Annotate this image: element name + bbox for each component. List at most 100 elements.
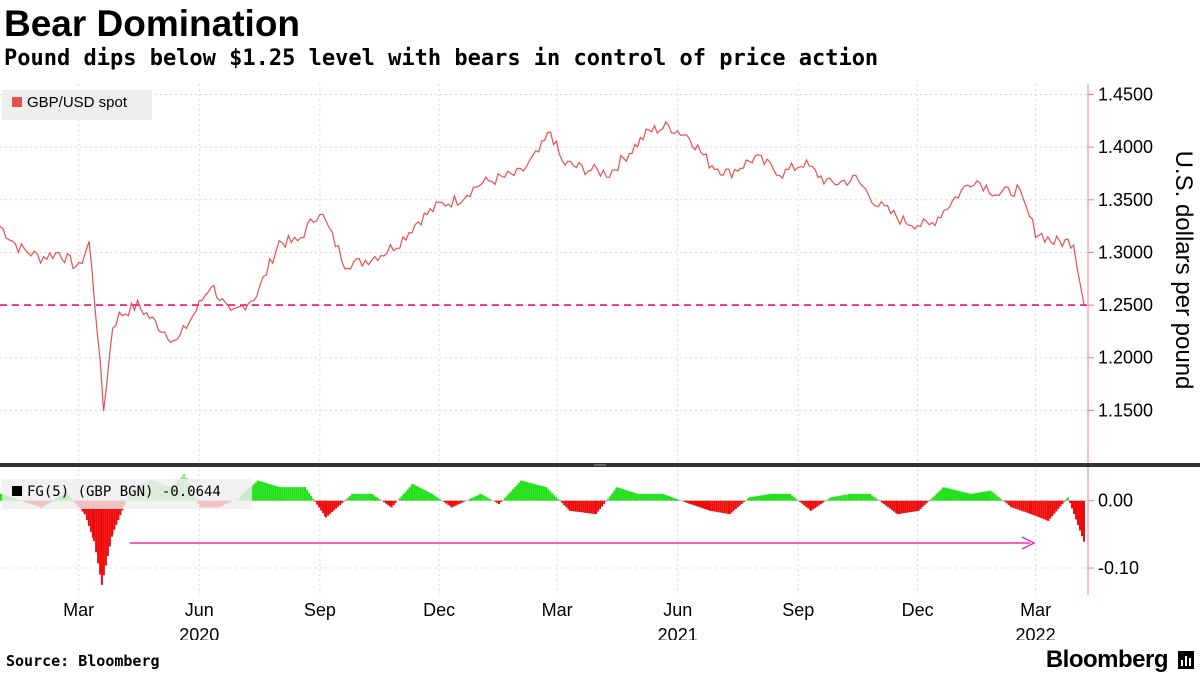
fg-bar bbox=[462, 500, 465, 502]
fg-bar bbox=[939, 490, 942, 501]
fg-bar bbox=[641, 493, 644, 501]
fg-bar bbox=[423, 490, 426, 501]
fg-bar bbox=[824, 500, 827, 502]
fg-bar bbox=[820, 500, 823, 504]
fg-bar bbox=[914, 500, 917, 512]
fg-bar bbox=[341, 500, 344, 504]
fg-bar bbox=[760, 495, 763, 501]
fg-bar bbox=[329, 500, 332, 514]
fg-bar bbox=[85, 500, 88, 520]
fg-bar bbox=[613, 491, 616, 501]
fg-bar bbox=[877, 499, 880, 501]
fg-bar bbox=[999, 498, 1002, 501]
legend-box-price bbox=[2, 90, 152, 120]
fg-bar bbox=[935, 493, 938, 501]
fg-bar bbox=[578, 500, 581, 513]
fg-bar bbox=[643, 493, 646, 501]
fg-bar bbox=[252, 484, 255, 501]
fg-bar bbox=[1001, 500, 1004, 501]
fg-bar bbox=[750, 497, 753, 501]
fg-bar bbox=[966, 493, 969, 501]
y-tick-label: 1.3000 bbox=[1098, 242, 1153, 262]
fg-bar bbox=[518, 482, 521, 501]
fg-bar bbox=[773, 493, 776, 501]
fg-bar bbox=[829, 497, 832, 501]
bloomberg-terminal-icon bbox=[1178, 651, 1194, 669]
fg-bar bbox=[468, 499, 471, 501]
fg-bar bbox=[413, 484, 416, 501]
fg-bar bbox=[534, 484, 537, 501]
fg-bar bbox=[843, 494, 846, 501]
fg-bar bbox=[865, 493, 868, 501]
fg-bar bbox=[551, 493, 554, 501]
fg-bar bbox=[777, 493, 780, 501]
fg-bar bbox=[115, 500, 118, 525]
y-tick-label: 1.2000 bbox=[1098, 348, 1153, 368]
fg-bar bbox=[863, 493, 866, 501]
fg-bar bbox=[89, 500, 92, 532]
fg-bar bbox=[87, 500, 90, 526]
source-note: Source: Bloomberg bbox=[6, 652, 160, 670]
fg-bar bbox=[408, 487, 411, 501]
fg-bar bbox=[917, 500, 920, 511]
fg-bar bbox=[406, 489, 409, 501]
fg-bar bbox=[487, 498, 490, 501]
fg-bar bbox=[1005, 500, 1008, 504]
fg-bar bbox=[308, 493, 311, 501]
fg-bar bbox=[601, 500, 604, 507]
fg-bar bbox=[754, 496, 757, 501]
fg-bar bbox=[857, 493, 860, 501]
fg-bar bbox=[285, 487, 288, 501]
fg-bar bbox=[657, 493, 660, 501]
fg-bar bbox=[946, 488, 949, 501]
y-tick-label: -0.10 bbox=[1098, 558, 1139, 578]
fg-bar bbox=[458, 500, 461, 504]
fg-bar bbox=[595, 500, 598, 515]
fg-bar bbox=[986, 491, 988, 501]
legend-swatch-price bbox=[12, 97, 22, 107]
fg-bar bbox=[479, 493, 482, 501]
x-year-label: 2021 bbox=[658, 625, 698, 640]
fg-bar bbox=[312, 498, 315, 501]
fg-bar bbox=[873, 496, 876, 501]
fg-bar bbox=[668, 496, 670, 501]
fg-bar bbox=[1014, 500, 1017, 509]
fg-bar bbox=[1046, 500, 1049, 521]
fg-bar bbox=[1055, 500, 1058, 512]
fg-bar bbox=[489, 499, 492, 501]
fg-bar bbox=[803, 500, 806, 506]
fg-bar bbox=[450, 500, 453, 508]
fg-bar bbox=[799, 500, 802, 502]
fg-bar bbox=[460, 500, 463, 503]
fg-bar bbox=[495, 500, 498, 503]
fg-bar bbox=[301, 487, 304, 501]
fg-bar bbox=[707, 500, 710, 511]
fg-bar bbox=[106, 500, 109, 556]
fg-bar bbox=[276, 486, 279, 501]
fg-bar bbox=[320, 500, 323, 511]
fg-bar bbox=[713, 500, 716, 512]
fg-bar bbox=[989, 490, 992, 501]
fg-bar bbox=[1040, 500, 1043, 519]
fg-bar bbox=[466, 499, 469, 501]
fg-bar bbox=[1032, 500, 1035, 515]
y-tick-label: 1.4000 bbox=[1098, 137, 1153, 157]
fg-bar bbox=[861, 493, 864, 501]
fg-bar bbox=[948, 488, 951, 501]
fg-bar bbox=[359, 493, 362, 501]
fg-bar bbox=[902, 500, 905, 514]
fg-bar bbox=[367, 493, 370, 501]
fg-bar bbox=[1071, 500, 1073, 509]
legend-label-fg: FG(5) (GBP BGN) -0.0644 bbox=[27, 484, 221, 500]
fg-bar bbox=[349, 495, 352, 501]
fg-bar bbox=[345, 499, 348, 501]
fg-bar bbox=[674, 498, 676, 501]
x-tick-label: Sep bbox=[782, 600, 814, 620]
legend-label-price: GBP/USD spot bbox=[27, 94, 128, 111]
fg-bar bbox=[719, 500, 722, 513]
chart-subtitle: Pound dips below $1.25 level with bears … bbox=[4, 46, 879, 71]
fg-bar bbox=[394, 500, 397, 503]
fg-bar bbox=[387, 500, 389, 505]
fg-bar bbox=[331, 500, 334, 513]
fg-bar bbox=[293, 487, 296, 501]
